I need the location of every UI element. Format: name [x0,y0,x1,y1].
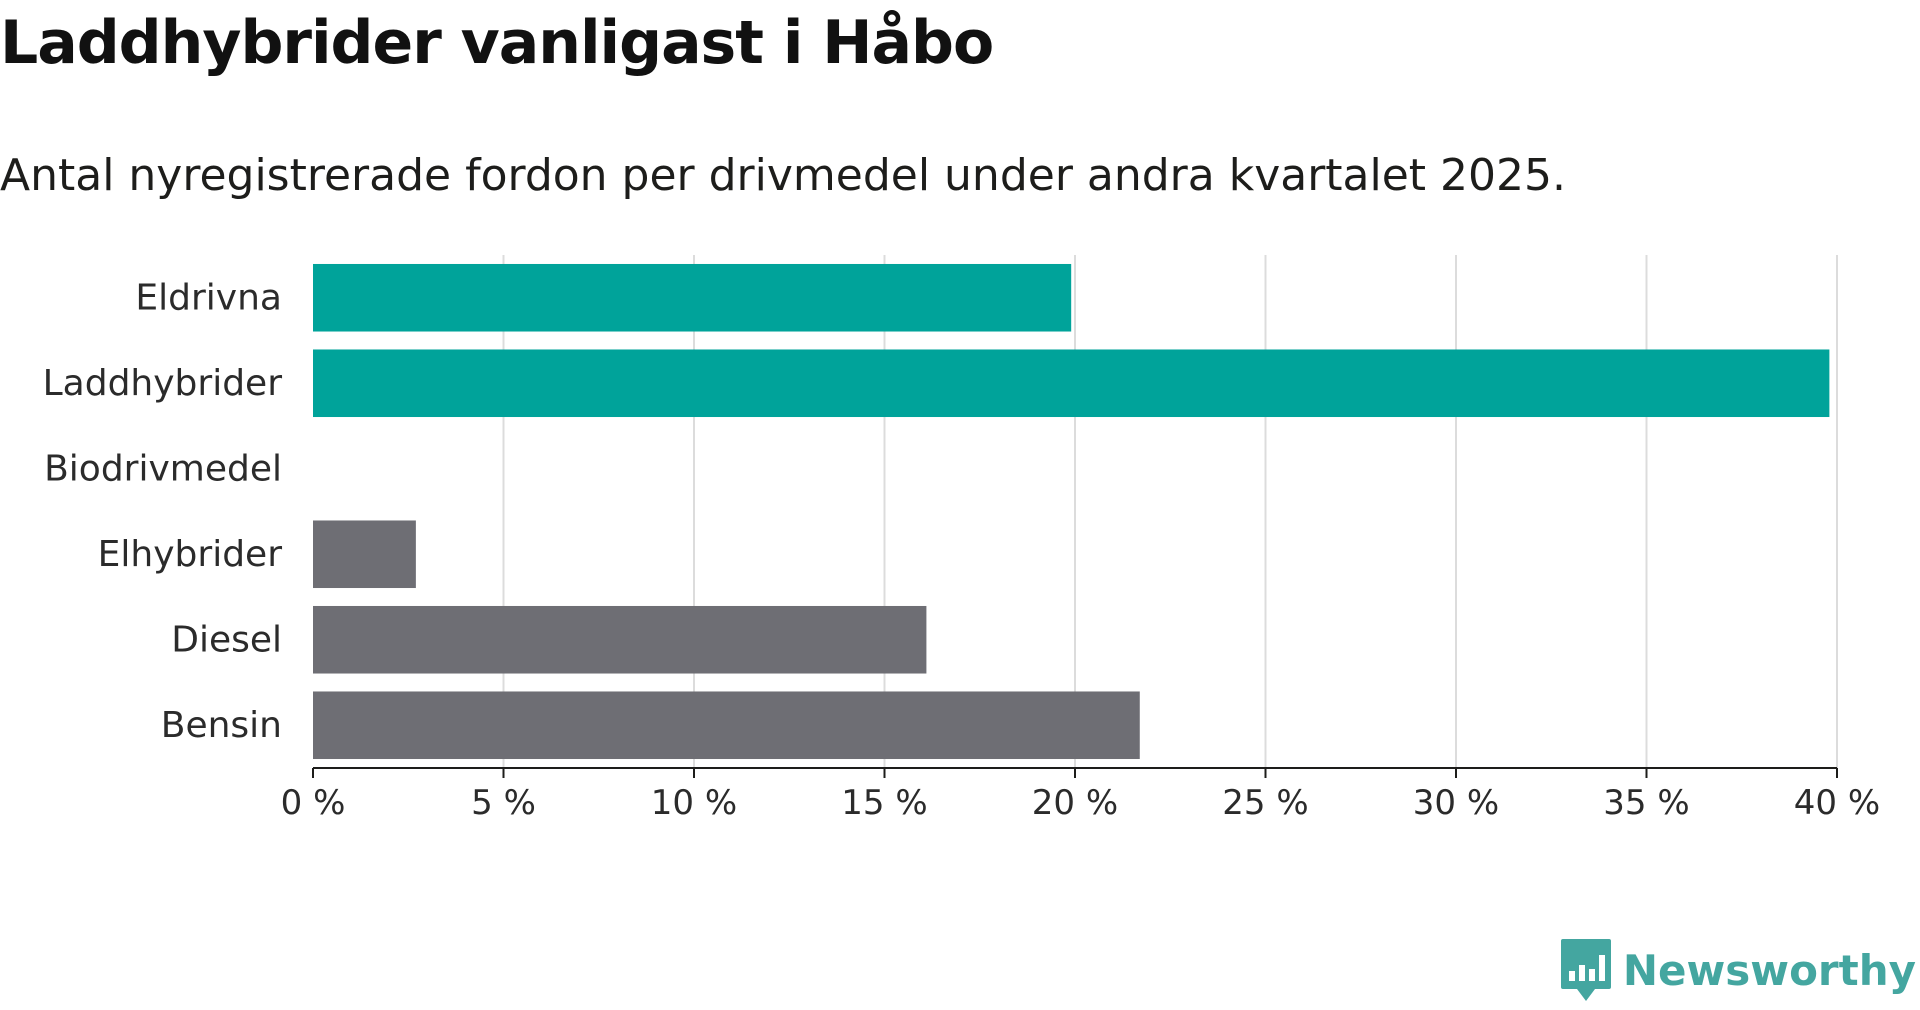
x-tick-label: 5 % [471,783,536,823]
category-label: Laddhybrider [43,363,283,404]
bar [313,349,1830,418]
category-label: Diesel [171,619,282,660]
x-tick-label: 40 % [1794,783,1880,823]
category-label: Biodrivmedel [44,448,282,489]
bar [313,605,927,674]
category-label: Eldrivna [135,277,282,318]
x-tick-label: 15 % [841,783,927,823]
newsworthy-logo-icon [1560,939,1611,1001]
x-tick-label: 10 % [651,783,737,823]
x-tick-label: 30 % [1413,783,1499,823]
chart-subtitle: Antal nyregistrerade fordon per drivmede… [0,150,1566,201]
category-label: Elhybrider [98,534,283,575]
x-tick-label: 25 % [1222,783,1308,823]
x-tick-label: 35 % [1603,783,1689,823]
chart-title: Laddhybrider vanligast i Håbo [0,8,994,78]
brand-logo: Newsworthy [1559,930,1916,1010]
bar-chart: Eldrivna Laddhybrider Biodrivmedel Elhybrid… [43,255,1880,823]
category-label: Bensin [161,705,282,746]
x-tick-label: 0 % [281,783,346,823]
x-tick-label: 20 % [1032,783,1118,823]
bar [313,520,416,589]
bar [313,263,1072,332]
brand-name: Newsworthy [1622,945,1916,995]
bar [313,691,1140,760]
